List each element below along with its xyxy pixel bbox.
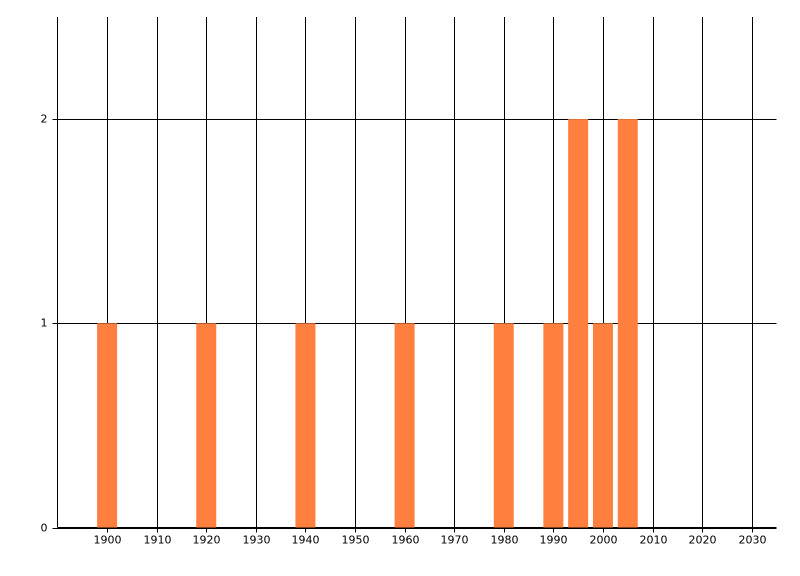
y-tick-label: 0 [41,522,48,535]
x-tick-label: 1980 [491,534,519,547]
x-tick-label: 1910 [144,534,172,547]
x-tick-label: 2020 [689,534,717,547]
bar [295,323,316,528]
bar [493,323,514,528]
bar [617,119,638,528]
y-tick-label: 2 [41,113,48,126]
bar [568,119,589,528]
x-tick-label: 2000 [590,534,618,547]
y-tick-label: 1 [41,317,48,330]
x-tick-label: 1990 [540,534,568,547]
x-tick-label: 2030 [739,534,767,547]
x-tick-label: 2010 [640,534,668,547]
bar [394,323,415,528]
bar [97,323,118,528]
x-tick-label: 1970 [441,534,469,547]
x-tick-label: 1930 [243,534,271,547]
bar [592,323,613,528]
x-tick-label: 1940 [292,534,320,547]
x-tick-label: 1960 [392,534,420,547]
bar [196,323,217,528]
bar [543,323,564,528]
x-tick-label: 1920 [193,534,221,547]
x-tick-label: 1900 [94,534,122,547]
x-tick-label: 1950 [342,534,370,547]
